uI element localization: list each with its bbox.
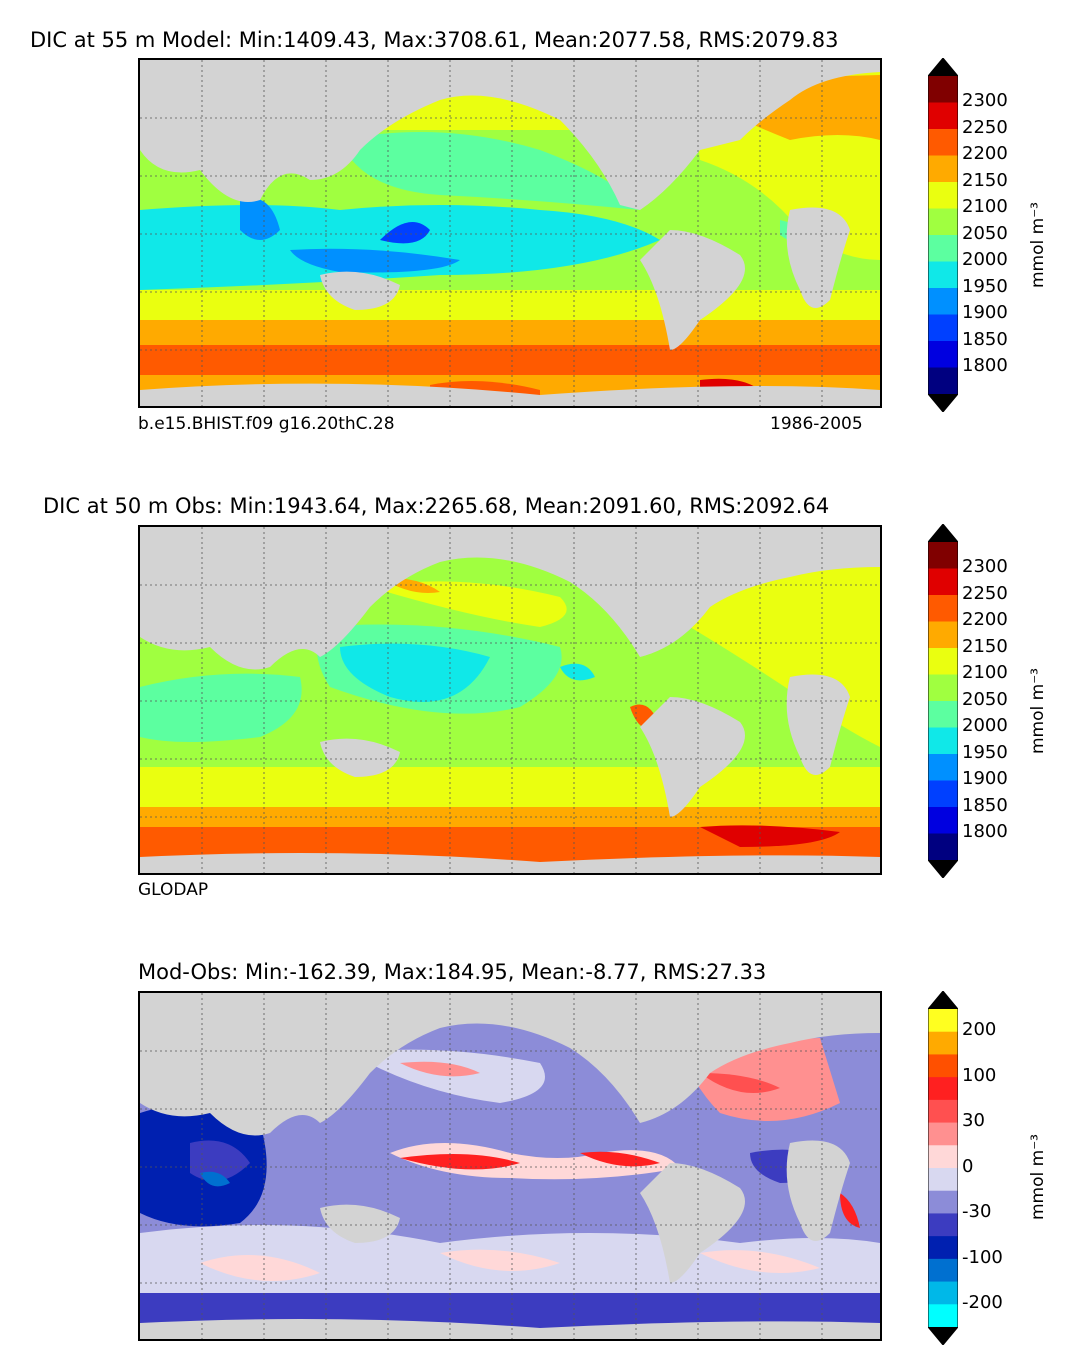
cb1-tick: 2250 [962,117,1008,138]
colorbar-segment [928,1031,958,1055]
cb1-tick: 2100 [962,196,1008,217]
cb2-tick: 1900 [962,768,1008,789]
colorbar-segment [928,76,958,103]
panel1-map [138,58,882,408]
cb1-tick: 1850 [962,329,1008,350]
cb3-tick: -30 [962,1201,992,1222]
colorbar-segment [928,288,958,315]
colorbar-segment [928,1054,958,1078]
colorbar-segment [928,367,958,395]
cb1-tick: 2150 [962,170,1008,191]
cb2-tick: 2250 [962,583,1008,604]
colorbar-segment [928,1145,958,1169]
colorbar-segment [928,155,958,183]
colorbar-segment [928,182,958,209]
panel1-title: DIC at 55 m Model: Min:1409.43, Max:3708… [30,28,839,52]
panel2-colorbar-unit: mmol m⁻³ [1028,668,1048,754]
cb2-tick: 2000 [962,715,1008,736]
panel3-colorbar [927,990,959,1349]
colorbar-segment [928,1168,958,1192]
colorbar-segment [928,1122,958,1146]
cb3-tick: 200 [962,1019,997,1040]
colorbar-segment [928,235,958,262]
panel2-map [138,525,882,875]
colorbar-segment [928,754,958,781]
colorbar-segment [928,1213,958,1237]
cb3-tick: -100 [962,1247,1003,1268]
colorbar-segment [928,1304,958,1328]
colorbar-segment [928,208,958,236]
colorbar-extend-top [928,991,958,1009]
colorbar-segment [928,780,958,808]
colorbar-segment [928,1258,958,1283]
colorbar-extend-top [928,58,958,76]
panel3-title: Mod-Obs: Min:-162.39, Max:184.95, Mean:-… [138,960,767,984]
colorbar-segment [928,568,958,596]
colorbar-extend-bottom [928,1327,958,1345]
colorbar-segment [928,1009,958,1033]
cb1-tick: 2050 [962,223,1008,244]
colorbar-segment [928,648,958,675]
colorbar-extend-bottom [928,394,958,412]
panel3-colorbar-unit: mmol m⁻³ [1028,1134,1048,1220]
cb1-tick: 2300 [962,90,1008,111]
cb2-tick: 2150 [962,636,1008,657]
colorbar-segment [928,807,958,834]
colorbar-segment [928,102,958,130]
colorbar-segment [928,621,958,649]
colorbar-segment [928,314,958,342]
panel1-colorbar [927,57,959,416]
colorbar-segment [928,1099,958,1124]
colorbar-segment [928,129,958,156]
colorbar-segment [928,261,958,289]
colorbar-segment [928,542,958,569]
cb2-tick: 2200 [962,609,1008,630]
panel1-left-label: b.e15.BHIST.f09 g16.20thC.28 [138,414,395,434]
colorbar-segment [928,674,958,702]
cb1-tick: 2200 [962,143,1008,164]
colorbar-segment [928,1077,958,1101]
panel1-colorbar-unit: mmol m⁻³ [1028,202,1048,288]
cb3-tick: -200 [962,1292,1003,1313]
colorbar-segment [928,1281,958,1305]
cb1-tick: 2000 [962,249,1008,270]
panel2-title: DIC at 50 m Obs: Min:1943.64, Max:2265.6… [43,494,830,518]
colorbar-segment [928,341,958,368]
cb1-tick: 1950 [962,276,1008,297]
cb3-tick: 30 [962,1110,985,1131]
cb1-tick: 1800 [962,355,1008,376]
cb2-tick: 1800 [962,821,1008,842]
panel1-right-label: 1986-2005 [770,414,863,434]
panel2-left-label: GLODAP [138,880,209,900]
colorbar-extend-top [928,524,958,542]
cb2-tick: 2100 [962,662,1008,683]
cb2-tick: 2300 [962,556,1008,577]
cb2-tick: 1850 [962,795,1008,816]
cb3-tick: 0 [962,1156,974,1177]
cb2-tick: 2050 [962,689,1008,710]
panel2-colorbar [927,523,959,882]
panel3-map [138,991,882,1341]
colorbar-extend-bottom [928,860,958,878]
cb2-tick: 1950 [962,742,1008,763]
colorbar-segment [928,701,958,728]
colorbar-segment [928,727,958,755]
colorbar-segment [928,833,958,861]
colorbar-segment [928,595,958,622]
colorbar-segment [928,1236,958,1260]
cb1-tick: 1900 [962,302,1008,323]
colorbar-segment [928,1190,958,1214]
cb3-tick: 100 [962,1065,997,1086]
